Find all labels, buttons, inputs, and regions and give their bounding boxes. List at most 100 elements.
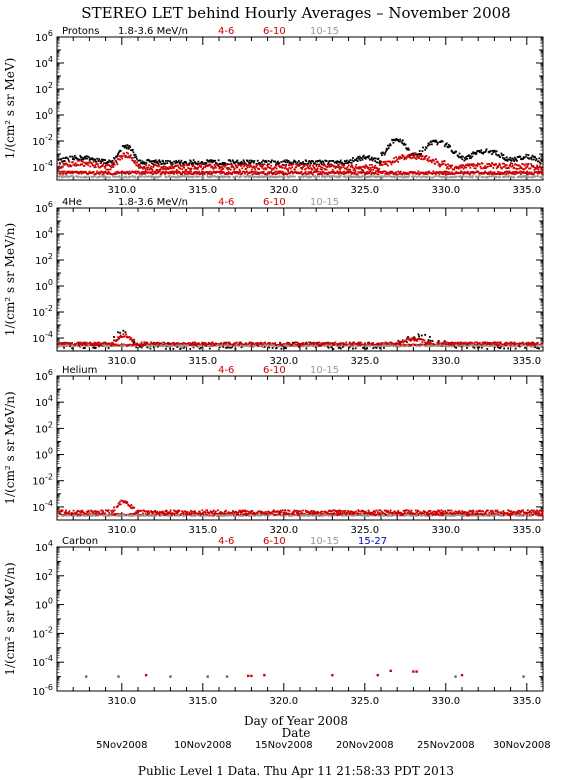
data-point — [469, 155, 472, 158]
data-point — [127, 147, 130, 150]
data-point — [138, 344, 141, 347]
data-point — [162, 341, 165, 344]
data-point — [165, 160, 167, 162]
data-point — [208, 344, 211, 347]
data-point — [362, 155, 364, 158]
data-point — [106, 162, 109, 165]
data-point — [312, 160, 314, 163]
data-point — [135, 164, 138, 167]
data-point — [358, 341, 360, 344]
data-point — [325, 160, 328, 162]
data-point — [62, 157, 65, 160]
data-point — [442, 510, 445, 513]
y-tick-label: 10-4 — [32, 159, 53, 174]
data-point — [527, 162, 530, 165]
data-point — [413, 152, 416, 155]
data-point — [503, 342, 506, 345]
data-point — [339, 168, 341, 171]
data-point — [277, 170, 280, 173]
data-point — [341, 511, 344, 514]
data-point — [407, 176, 410, 178]
data-point — [289, 167, 292, 170]
data-point — [437, 161, 439, 164]
data-point — [408, 175, 410, 177]
data-point — [522, 171, 524, 174]
data-point — [198, 347, 201, 350]
data-point — [443, 512, 445, 515]
data-point — [266, 163, 269, 166]
legend-entry: 4-6 — [218, 26, 234, 37]
data-point — [209, 159, 212, 162]
data-point — [339, 159, 342, 162]
x-tick-label: 325.0 — [350, 356, 379, 367]
data-point — [424, 148, 427, 151]
data-point — [129, 506, 132, 509]
data-point — [142, 512, 144, 515]
data-point — [158, 342, 161, 345]
data-point — [513, 173, 516, 176]
data-point — [489, 170, 492, 173]
data-point — [194, 161, 196, 164]
data-point — [72, 156, 75, 159]
data-point — [489, 175, 492, 178]
data-point — [504, 164, 507, 166]
data-point — [421, 150, 424, 153]
data-point — [87, 173, 90, 175]
data-point — [380, 342, 383, 345]
data-point — [538, 172, 541, 175]
data-point — [349, 159, 352, 162]
data-point — [211, 512, 214, 515]
data-point — [144, 167, 146, 170]
series-0 — [57, 138, 544, 166]
data-point — [84, 157, 87, 160]
data-point — [221, 176, 223, 178]
data-point — [373, 167, 376, 169]
data-point — [520, 170, 523, 173]
data-point — [494, 341, 497, 344]
data-point — [346, 170, 349, 173]
data-point — [462, 167, 465, 170]
data-point — [468, 173, 471, 176]
data-point — [62, 172, 65, 174]
data-point — [395, 156, 398, 159]
data-point — [316, 170, 319, 173]
plot-frame — [56, 375, 544, 521]
data-point — [221, 166, 223, 168]
data-point — [481, 341, 484, 344]
data-point — [77, 175, 80, 178]
data-point — [457, 156, 460, 159]
data-point — [300, 163, 303, 165]
data-point — [358, 155, 361, 158]
data-point — [231, 164, 233, 167]
data-point — [305, 160, 308, 163]
data-point — [384, 344, 387, 347]
data-point — [325, 171, 328, 174]
data-point — [239, 511, 242, 514]
data-point — [412, 156, 414, 159]
data-point — [539, 163, 542, 166]
data-point — [229, 346, 231, 349]
data-point — [140, 346, 143, 349]
data-point — [115, 343, 118, 346]
figure-title: STEREO LET behind Hourly Averages – Nove… — [81, 4, 510, 22]
data-point — [358, 342, 361, 345]
data-point — [232, 166, 235, 169]
data-point — [268, 511, 271, 514]
data-point — [220, 342, 223, 345]
data-point — [104, 167, 107, 169]
data-point — [304, 168, 306, 171]
data-point — [183, 170, 186, 173]
data-point — [287, 344, 290, 347]
data-point — [364, 167, 366, 169]
data-point — [340, 510, 343, 512]
data-point — [399, 175, 402, 178]
data-point — [377, 345, 380, 348]
data-point — [441, 172, 443, 175]
data-point — [200, 172, 202, 175]
data-point — [407, 336, 410, 339]
data-point — [112, 345, 115, 348]
data-point — [217, 159, 220, 162]
data-point — [491, 175, 493, 178]
data-point — [190, 175, 192, 178]
data-point — [97, 165, 100, 168]
